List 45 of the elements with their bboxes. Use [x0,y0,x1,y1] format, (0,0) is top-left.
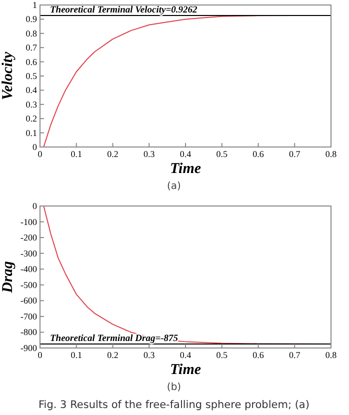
y-tick-label: 0.6 [26,56,38,67]
x-tick-label: 0.3 [144,350,156,360]
y-tick-label: -800 [20,327,38,338]
y-tick-label: -400 [20,264,38,274]
y-tick-label: -200 [20,232,38,243]
y-tick-label: -100 [20,216,38,227]
x-tick-label: 0.1 [70,350,82,360]
y-tick-label: -600 [20,296,38,306]
y-tick-label: 0 [32,201,38,211]
x-tick-label: 0.7 [289,350,301,360]
y-tick-label: 0.9 [26,14,38,24]
y-tick-label: 0.2 [26,114,37,124]
x-tick-label: 0.3 [144,149,156,159]
x-tick-label: 0.4 [180,149,192,159]
y-tick-label: 0 [32,142,38,152]
x-tick-label: 0.4 [180,350,192,360]
y-tick-label: 0.7 [26,42,38,53]
x-tick-label: 0.8 [325,350,338,360]
x-tick-label: 0.2 [107,149,118,159]
y-axis-title: Drag [0,260,16,294]
y-tick-label: 0.8 [26,28,38,38]
x-tick-label: 0.5 [216,149,228,159]
y-tick-label: -900 [20,343,38,353]
caption: Fig. 3 Results of the free-falling sphere problem; (a) [38,399,310,411]
text: (b) [166,382,182,393]
x-tick-label: 0.1 [70,149,82,159]
y-tick-label: -700 [20,311,38,322]
x-tick-label: 0.5 [216,350,228,360]
x-tick-label: 0.2 [107,350,118,360]
x-axis-title: Time [170,161,202,177]
y-tick-label: 0.5 [26,71,38,81]
text: (a) [167,181,182,192]
y-axis-title: Velocity [0,52,16,100]
y-tick-label: 0.3 [26,99,38,110]
x-axis-title: Time [170,362,202,378]
ref-line-label: Theoretical Terminal Velocity=0.9262 [50,5,198,16]
y-tick-label: 1 [32,0,37,10]
y-tick-label: 0.1 [26,128,37,138]
x-tick-label: 0.7 [289,149,301,159]
y-tick-label: 0.4 [26,85,38,96]
x-tick-label: 0.8 [325,149,338,159]
x-tick-label: 0.6 [252,149,264,159]
y-tick-label: -300 [20,248,38,258]
x-tick-label: 0.6 [252,350,264,360]
y-tick-label: -500 [20,280,38,290]
